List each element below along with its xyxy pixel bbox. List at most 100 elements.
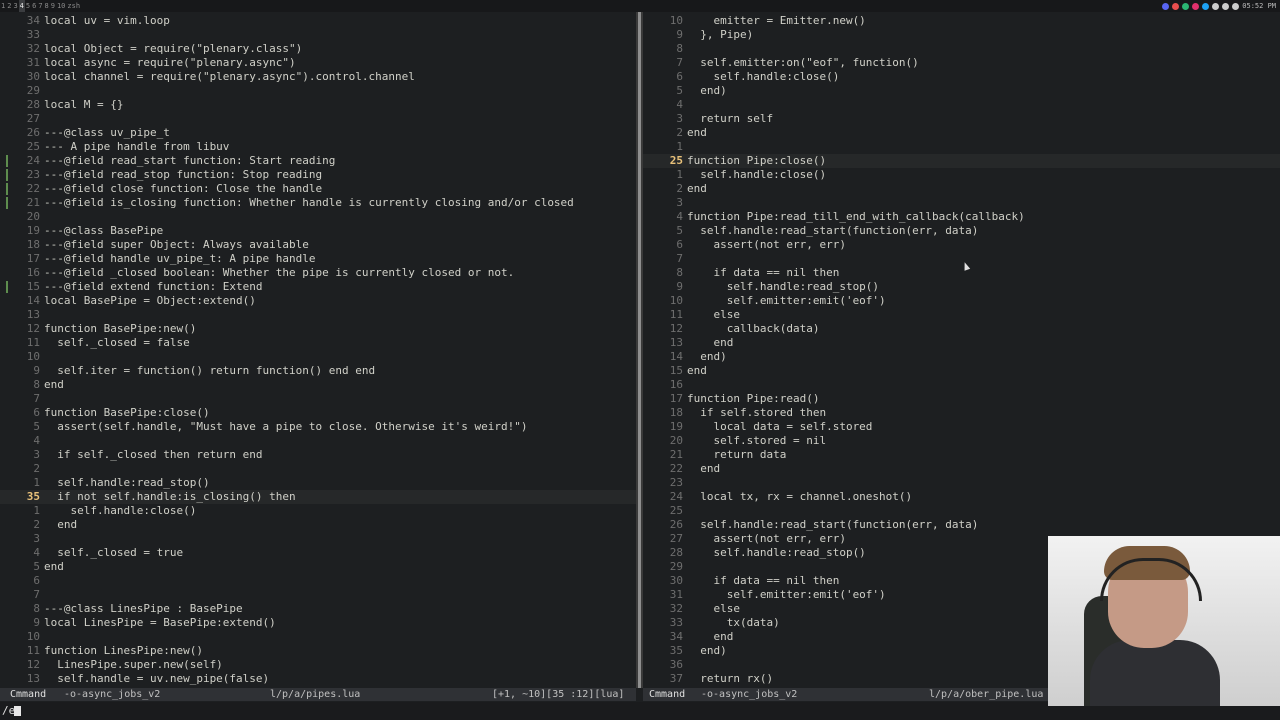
code-line[interactable]: 21 return data — [643, 448, 1280, 462]
code-line[interactable]: 33 — [0, 28, 636, 42]
code-line[interactable]: 5 end — [0, 560, 636, 574]
editor-pane-right[interactable]: 10 emitter = Emitter.new() 9 }, Pipe) 8 7 s… — [643, 14, 1280, 688]
code-line[interactable]: 23 ---@field read_stop function: Stop rea… — [0, 168, 636, 182]
code-line[interactable]: 19 ---@class BasePipe — [0, 224, 636, 238]
code-line[interactable]: 26 ---@class uv_pipe_t — [0, 126, 636, 140]
code-line[interactable]: 25 function Pipe:close() — [643, 154, 1280, 168]
code-line[interactable]: 17 function Pipe:read() — [643, 392, 1280, 406]
code-line[interactable]: 6 function BasePipe:close() — [0, 406, 636, 420]
code-line[interactable]: 29 — [643, 560, 1280, 574]
code-line[interactable]: 27 assert(not err, err) — [643, 532, 1280, 546]
code-line[interactable]: 3 if self._closed then return end — [0, 448, 636, 462]
code-line[interactable]: 4 self._closed = true — [0, 546, 636, 560]
code-line[interactable]: 14 local BasePipe = Object:extend() — [0, 294, 636, 308]
code-line[interactable]: 22 ---@field close function: Close the ha… — [0, 182, 636, 196]
tray-icon[interactable] — [1192, 2, 1200, 10]
code-line[interactable]: 34 end — [643, 630, 1280, 644]
code-line[interactable]: 37 return rx() — [643, 672, 1280, 686]
code-line[interactable]: 3 — [643, 196, 1280, 210]
code-line[interactable]: 10 — [0, 630, 636, 644]
code-line[interactable]: 12 function BasePipe:new() — [0, 322, 636, 336]
code-line[interactable]: 7 — [0, 392, 636, 406]
workspace-10[interactable]: 10 — [56, 2, 66, 10]
tray-icon[interactable] — [1182, 2, 1190, 10]
code-line[interactable]: 1 self.handle:close() — [0, 504, 636, 518]
code-line[interactable]: 26 self.handle:read_start(function(err, … — [643, 518, 1280, 532]
code-line[interactable]: 9 self.iter = function() return function… — [0, 364, 636, 378]
tray-icon[interactable] — [1232, 2, 1240, 10]
code-line[interactable]: 36 — [643, 658, 1280, 672]
code-line[interactable]: 5 end) — [643, 84, 1280, 98]
code-line[interactable]: 28 self.handle:read_stop() — [643, 546, 1280, 560]
code-line[interactable]: 2 end — [643, 182, 1280, 196]
code-line[interactable]: 24 local tx, rx = channel.oneshot() — [643, 490, 1280, 504]
code-line[interactable]: 8 ---@class LinesPipe : BasePipe — [0, 602, 636, 616]
workspace-3[interactable]: 3 — [13, 2, 18, 10]
code-line[interactable]: 35 if not self.handle:is_closing() then — [0, 490, 636, 504]
code-line[interactable]: 8 if data == nil then — [643, 266, 1280, 280]
code-line[interactable]: 9 local LinesPipe = BasePipe:extend() — [0, 616, 636, 630]
code-line[interactable]: 22 end — [643, 462, 1280, 476]
code-line[interactable]: 4 function Pipe:read_till_end_with_callba… — [643, 210, 1280, 224]
workspace-9[interactable]: 9 — [50, 2, 55, 10]
code-line[interactable]: 1 — [643, 140, 1280, 154]
code-line[interactable]: 10 — [0, 350, 636, 364]
code-line[interactable]: 27 — [0, 112, 636, 126]
editor-pane-left[interactable]: 34 local uv = vim.loop 33 32 local Object = … — [0, 14, 636, 688]
code-line[interactable]: 6 self.handle:close() — [643, 70, 1280, 84]
code-line[interactable]: 11 self._closed = false — [0, 336, 636, 350]
code-line[interactable]: 15 end — [643, 364, 1280, 378]
code-line[interactable]: 11 else — [643, 308, 1280, 322]
code-line[interactable]: 29 — [0, 84, 636, 98]
code-line[interactable]: 10 self.emitter:emit('eof') — [643, 294, 1280, 308]
code-line[interactable]: 21 ---@field is_closing function: Whether… — [0, 196, 636, 210]
workspace-7[interactable]: 7 — [38, 2, 43, 10]
code-line[interactable]: 20 self.stored = nil — [643, 434, 1280, 448]
tray-icon[interactable] — [1172, 2, 1180, 10]
workspace-zsh[interactable]: zsh — [67, 2, 81, 10]
code-line[interactable]: 14 end) — [643, 350, 1280, 364]
code-line[interactable]: 7 self.emitter:on("eof", function() — [643, 56, 1280, 70]
code-line[interactable]: 32 local Object = require("plenary.class"… — [0, 42, 636, 56]
code-line[interactable]: 19 local data = self.stored — [643, 420, 1280, 434]
code-line[interactable]: 6 — [0, 574, 636, 588]
code-line[interactable]: 33 tx(data) — [643, 616, 1280, 630]
code-line[interactable]: 3 — [0, 532, 636, 546]
code-line[interactable]: 5 assert(self.handle, "Must have a pipe … — [0, 420, 636, 434]
code-line[interactable]: 5 self.handle:read_start(function(err, d… — [643, 224, 1280, 238]
workspace-2[interactable]: 2 — [7, 2, 12, 10]
code-line[interactable]: 9 self.handle:read_stop() — [643, 280, 1280, 294]
code-line[interactable]: 20 — [0, 210, 636, 224]
code-line[interactable]: 13 self.handle = uv.new_pipe(false) — [0, 672, 636, 686]
code-line[interactable]: 31 self.emitter:emit('eof') — [643, 588, 1280, 602]
code-line[interactable]: 8 — [643, 42, 1280, 56]
code-line[interactable]: 17 ---@field handle uv_pipe_t: A pipe han… — [0, 252, 636, 266]
code-line[interactable]: 12 LinesPipe.super.new(self) — [0, 658, 636, 672]
code-line[interactable]: 13 — [0, 308, 636, 322]
code-line[interactable]: 18 ---@field super Object: Always availab… — [0, 238, 636, 252]
code-line[interactable]: 2 end — [0, 518, 636, 532]
tray-icon[interactable] — [1222, 2, 1230, 10]
code-line[interactable]: 12 callback(data) — [643, 322, 1280, 336]
tray-icon[interactable] — [1162, 2, 1170, 10]
code-line[interactable]: 35 end) — [643, 644, 1280, 658]
code-line[interactable]: 9 }, Pipe) — [643, 28, 1280, 42]
code-line[interactable]: 18 if self.stored then — [643, 406, 1280, 420]
code-line[interactable]: 4 — [643, 98, 1280, 112]
code-line[interactable]: 11 function LinesPipe:new() — [0, 644, 636, 658]
workspace-5[interactable]: 5 — [25, 2, 31, 10]
code-line[interactable]: 7 — [643, 252, 1280, 266]
workspace-4[interactable]: 4 — [18, 0, 25, 12]
code-line[interactable]: 25 --- A pipe handle from libuv — [0, 140, 636, 154]
code-line[interactable]: 34 local uv = vim.loop — [0, 14, 636, 28]
workspace-1[interactable]: 1 — [1, 2, 6, 10]
code-line[interactable]: 23 — [643, 476, 1280, 490]
code-line[interactable]: 8 end — [0, 378, 636, 392]
workspace-8[interactable]: 8 — [44, 2, 49, 10]
code-line[interactable]: 7 — [0, 588, 636, 602]
code-line[interactable]: 24 ---@field read_start function: Start r… — [0, 154, 636, 168]
code-line[interactable]: 13 end — [643, 336, 1280, 350]
code-line[interactable]: 30 if data == nil then — [643, 574, 1280, 588]
code-line[interactable]: 2 end — [643, 126, 1280, 140]
code-line[interactable]: 1 self.handle:close() — [643, 168, 1280, 182]
